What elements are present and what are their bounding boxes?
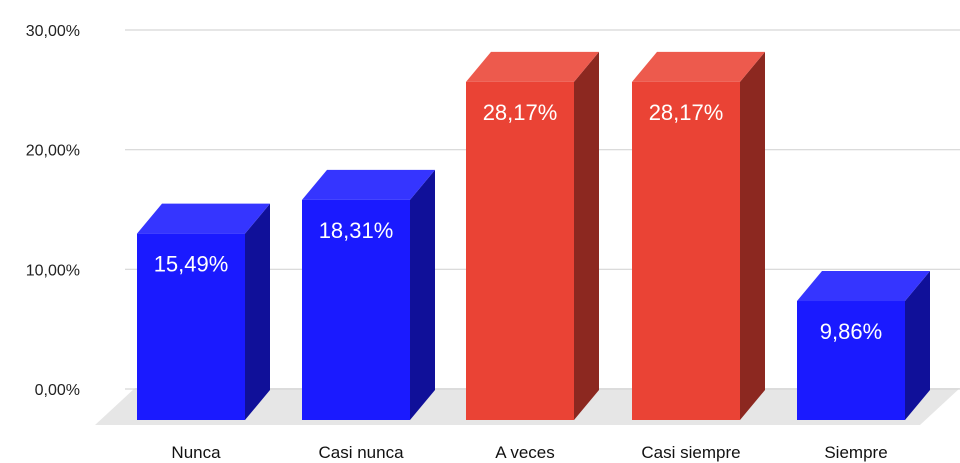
bar-top [466, 51, 599, 82]
bar: 28,17% [466, 51, 599, 421]
y-tick-label: 30,00% [26, 23, 80, 40]
bar: 18,31% [302, 169, 435, 420]
bar-front [302, 199, 410, 420]
bar-top [137, 203, 270, 234]
x-tick-label: Casi siempre [641, 443, 740, 462]
bar: 28,17% [632, 51, 765, 421]
bar-front [797, 301, 905, 420]
y-tick-label: 10,00% [26, 262, 80, 279]
data-label: 28,17% [483, 100, 558, 125]
x-tick-label: Nunca [171, 443, 221, 462]
bar: 9,86% [797, 271, 930, 420]
bar-top [302, 169, 435, 200]
category-labels: Nunca Casi nunca A veces Casi siempre Siempr… [171, 443, 887, 462]
bar-front [632, 81, 740, 421]
y-axis-ticks: 0,00% 10,00% 20,00% 30,00% [26, 23, 80, 399]
bar-front [466, 81, 574, 421]
x-tick-label: Siempre [824, 443, 887, 462]
x-tick-label: A veces [495, 443, 555, 462]
y-tick-label: 20,00% [26, 143, 80, 160]
bar-side [905, 271, 930, 420]
x-tick-label: Casi nunca [318, 443, 404, 462]
data-label: 15,49% [154, 252, 229, 277]
y-tick-label: 0,00% [35, 382, 80, 399]
bar-side [740, 51, 765, 421]
bars: 15,49% 18,31% 28,17% 28,17% 9,86% [137, 51, 930, 421]
bar-top [632, 51, 765, 82]
bar-side [574, 51, 599, 421]
data-label: 18,31% [319, 218, 394, 243]
bar-side [410, 169, 435, 420]
bar: 15,49% [137, 203, 270, 420]
data-label: 9,86% [820, 319, 882, 344]
bar-front [137, 233, 245, 420]
bar-side [245, 203, 270, 420]
data-label: 28,17% [649, 100, 724, 125]
bar-top [797, 271, 930, 302]
